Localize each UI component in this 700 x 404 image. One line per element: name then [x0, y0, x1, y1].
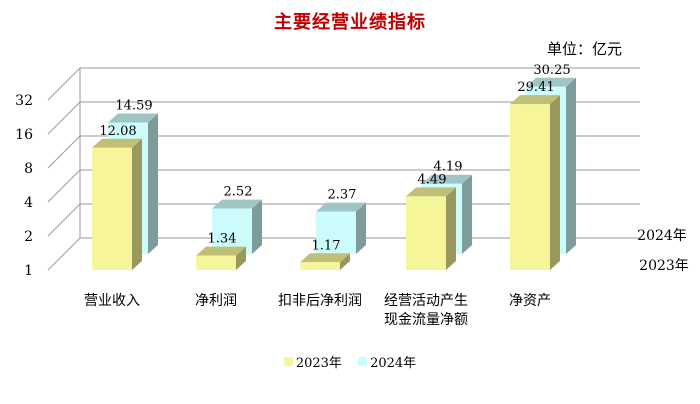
bar-2023-4-top: [510, 95, 560, 105]
bar-2023-2-side: [340, 253, 350, 270]
bar-2024-0-side: [148, 113, 158, 254]
bar-2024-1-side: [252, 199, 262, 254]
y-tick-label: 8: [24, 161, 33, 177]
data-label: 14.59: [115, 99, 152, 114]
data-label: 1.34: [208, 232, 237, 247]
legend-label-2024: 2024年: [370, 356, 417, 371]
x-tick-label: 净利润: [195, 293, 237, 309]
legend-item-2024: 2024年: [358, 352, 416, 371]
x-tick-label: 营业收入: [84, 293, 140, 309]
bar-2023-2: [300, 262, 340, 270]
x-tick-label: 净资产: [509, 293, 551, 309]
data-label: 2.37: [328, 188, 357, 203]
bar-2024-2-top: [316, 202, 366, 212]
bar-2023-1: [196, 255, 236, 270]
bar-2023-0-side: [132, 138, 142, 270]
bar-2024-0-top: [108, 113, 158, 123]
bar-2024-4-top: [526, 77, 576, 87]
bar-2024-3-side: [462, 174, 472, 254]
y-tick-label: 16: [15, 127, 33, 143]
depth-label-2023: 2023年: [639, 258, 689, 274]
bar-2023-3-side: [446, 187, 456, 270]
bar-2023-0-top: [92, 138, 142, 148]
data-label: 4.19: [434, 160, 463, 175]
chart-title: 主要经营业绩指标: [274, 12, 426, 33]
bar-2023-1-side: [236, 246, 246, 270]
bar-2024-1-top: [212, 199, 262, 209]
legend-label-2023: 2023年: [295, 356, 342, 371]
bar-2024-4-side: [566, 77, 576, 254]
depth-label-2024: 2024年: [637, 228, 687, 244]
bar-2024-3-top: [422, 174, 472, 184]
bar-2023-4: [510, 104, 550, 270]
bar-2023-3: [406, 196, 446, 270]
bar-2023-1-top: [196, 246, 246, 256]
x-tick-label: 经营活动产生: [384, 293, 468, 309]
bar-2024-2: [316, 211, 356, 254]
y-tick-label: 2: [24, 229, 33, 245]
x-tick-label: 扣非后净利润: [278, 293, 362, 309]
data-label: 2.52: [224, 185, 253, 200]
y-tick-label: 1: [24, 263, 33, 279]
bar-2023-3-top: [406, 187, 456, 197]
legend: 2023年 2024年: [0, 352, 700, 371]
y-tick-label: 4: [24, 195, 33, 211]
bar-2023-2-top: [300, 253, 350, 263]
y-tick-label: 32: [15, 93, 33, 109]
x-tick-label: 现金流量净额: [384, 312, 468, 328]
unit-label: 单位：亿元: [546, 40, 622, 58]
data-label: 30.25: [533, 63, 570, 78]
bar-2024-1: [212, 208, 252, 254]
bar-2023-4-side: [550, 95, 560, 270]
data-label: 1.17: [312, 238, 341, 253]
data-label: 12.08: [99, 124, 136, 139]
data-label: 29.41: [517, 80, 554, 95]
bar-2023-0: [92, 147, 132, 270]
data-label: 4.49: [418, 172, 447, 187]
legend-swatch-2023: [283, 357, 293, 366]
bar-2024-2-side: [356, 202, 366, 254]
legend-swatch-2024: [358, 357, 368, 366]
legend-item-2023: 2023年: [283, 352, 342, 371]
